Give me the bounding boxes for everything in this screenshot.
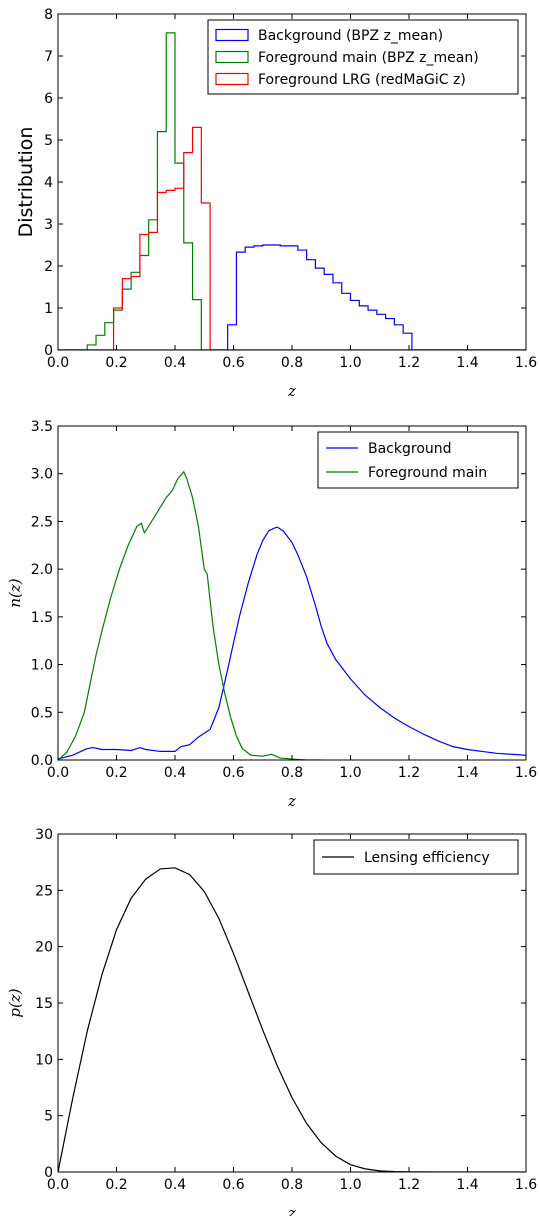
x-tick-label: 0.8 (281, 765, 303, 781)
legend-label: Foreground LRG (redMaGiC z) (258, 72, 466, 88)
x-tick-label: 0.4 (164, 1177, 186, 1193)
y-tick-label: 15 (35, 996, 53, 1012)
x-tick-label: 0.0 (47, 355, 69, 371)
y-axis-label: n(z) (6, 578, 24, 607)
x-tick-label: 0.0 (47, 1177, 69, 1193)
y-tick-label: 3 (44, 217, 53, 233)
y-tick-label: 30 (35, 827, 53, 843)
x-tick-label: 1.6 (515, 1177, 537, 1193)
x-tick-label: 0.4 (164, 355, 186, 371)
y-tick-label: 0 (44, 1165, 53, 1181)
legend-label: Lensing efficiency (364, 850, 490, 866)
x-tick-label: 1.4 (456, 1177, 478, 1193)
series-line-1 (58, 244, 526, 350)
y-tick-label: 2 (44, 259, 53, 275)
plot-data (58, 867, 526, 1172)
x-tick-label: 1.0 (339, 1177, 361, 1193)
legend-swatch (215, 28, 249, 42)
y-tick-label: 10 (35, 1052, 53, 1068)
legend-label: Background (368, 441, 452, 457)
plot-data (58, 470, 526, 760)
y-tick-label: 20 (35, 940, 53, 956)
legend-box (207, 19, 519, 95)
x-tick-label: 0.0 (47, 765, 69, 781)
chart-panel-2: 0.0 0.2 0.4 0.6 0.8 1.0 1.2 1.4 1.6 0.0 0.5 1.0 1.5 2… (6, 419, 537, 810)
y-tick-label: 8 (44, 7, 53, 23)
legend-label: Foreground main (BPZ z_mean) (258, 50, 479, 66)
y-tick-label: 0.0 (31, 753, 53, 769)
y-tick-label: 25 (35, 883, 53, 899)
x-tick-label: 0.4 (164, 765, 186, 781)
y-tick-label: 1.5 (31, 610, 53, 626)
axes-frame (57, 833, 527, 1173)
y-tick-label: 7 (44, 49, 53, 65)
x-tick-label: 0.6 (222, 1177, 244, 1193)
legend-label: Foreground main (368, 465, 487, 481)
x-tick-label: 1.2 (398, 355, 420, 371)
x-tick-label: 0.2 (105, 1177, 127, 1193)
x-tick-label: 0.8 (281, 355, 303, 371)
series-line-2 (58, 32, 526, 350)
legend-label: Background (BPZ z_mean) (258, 28, 443, 44)
y-tick-label: 2.5 (31, 514, 53, 530)
y-tick-label: 3.5 (31, 419, 53, 435)
x-tick-label: 1.2 (398, 765, 420, 781)
series-line-1 (58, 867, 526, 1172)
x-axis-label: z (287, 792, 296, 810)
legend-swatch (215, 50, 249, 64)
y-tick-label: 6 (44, 91, 53, 107)
x-tick-label: 1.4 (456, 765, 478, 781)
x-tick-label: 0.2 (105, 355, 127, 371)
y-tick-label: 5 (44, 133, 53, 149)
x-axis-label: z (287, 382, 296, 400)
series-line-1 (58, 526, 526, 760)
x-tick-label: 1.4 (456, 355, 478, 371)
legend-box (317, 431, 519, 489)
x-axis-label: z (287, 1204, 296, 1216)
y-axis-label: Distribution (15, 127, 37, 238)
x-tick-label: 1.0 (339, 765, 361, 781)
chart-panel-1: 0.0 0.2 0.4 0.6 0.8 1.0 1.2 1.4 1.6 0 1 2 3 4 5 6 7 8 z Dis… (15, 7, 537, 400)
y-tick-label: 5 (44, 1109, 53, 1125)
legend-swatch (215, 72, 249, 86)
series-line-3 (58, 126, 526, 350)
x-tick-label: 1.6 (515, 355, 537, 371)
x-tick-label: 1.2 (398, 1177, 420, 1193)
series-line-2 (58, 470, 322, 760)
x-tick-label: 0.6 (222, 765, 244, 781)
x-tick-label: 0.8 (281, 1177, 303, 1193)
x-tick-label: 0.6 (222, 355, 244, 371)
x-tick-label: 0.2 (105, 765, 127, 781)
y-tick-label: 2.0 (31, 562, 53, 578)
x-tick-label: 1.0 (339, 355, 361, 371)
y-axis-label: p(z) (6, 988, 24, 1017)
y-tick-label: 0 (44, 343, 53, 359)
x-tick-label: 1.6 (515, 765, 537, 781)
chart-panel-3: 0.0 0.2 0.4 0.6 0.8 1.0 1.2 1.4 1.6 0 5 10 15 20 25 30 z… (6, 827, 537, 1220)
y-tick-label: 3.0 (31, 467, 53, 483)
plot-data (58, 32, 526, 350)
y-tick-label: 1 (44, 301, 53, 317)
y-tick-label: 1.0 (31, 658, 53, 674)
y-tick-label: 4 (44, 175, 53, 191)
y-tick-label: 0.5 (31, 705, 53, 721)
